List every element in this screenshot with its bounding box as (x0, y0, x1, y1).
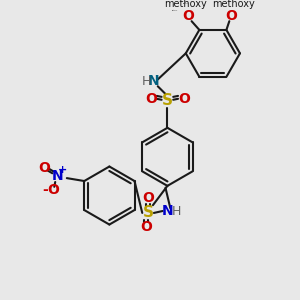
Text: O: O (182, 9, 194, 23)
Text: S: S (162, 93, 173, 108)
Text: H: H (171, 205, 181, 218)
Text: methoxy: methoxy (172, 9, 178, 11)
Text: methoxy: methoxy (164, 0, 207, 9)
Text: methoxy: methoxy (183, 2, 189, 4)
Text: O: O (47, 183, 59, 197)
Text: N: N (51, 169, 63, 183)
Text: N: N (148, 74, 160, 88)
Text: methoxy: methoxy (212, 0, 255, 9)
Text: O: O (140, 220, 152, 235)
Text: O: O (178, 92, 190, 106)
Text: O: O (145, 92, 157, 106)
Text: O: O (225, 9, 237, 23)
Text: O: O (142, 191, 154, 206)
Text: -: - (43, 183, 48, 197)
Text: O: O (39, 161, 50, 176)
Text: +: + (58, 165, 68, 176)
Text: S: S (142, 206, 154, 220)
Text: H: H (141, 75, 151, 88)
Text: N: N (162, 204, 173, 218)
